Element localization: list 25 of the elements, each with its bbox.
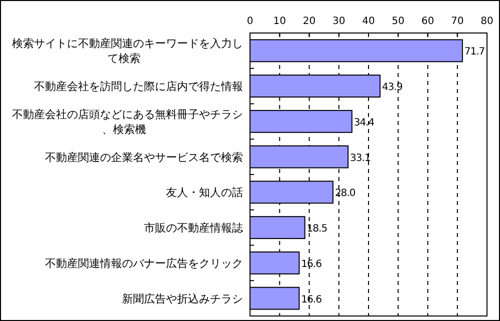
y-tick-label: 市販の不動産情報誌 xyxy=(144,222,243,235)
x-tick-label: 60 xyxy=(421,16,434,27)
x-tick-label: 30 xyxy=(332,16,346,27)
data-label: 33.1 xyxy=(350,152,370,164)
data-label: 43.9 xyxy=(382,82,402,94)
x-tick-label: 10 xyxy=(273,16,286,27)
x-tick-label: 70 xyxy=(451,16,464,27)
data-label: 28.0 xyxy=(334,188,356,200)
y-tick-label: 不動産会社の店頭などにある無料冊子やチラシ、検索機 xyxy=(12,108,243,136)
x-tick-label: 0 xyxy=(246,16,254,27)
data-label: 16.6 xyxy=(301,258,322,270)
x-tick-label: 20 xyxy=(302,16,316,27)
x-tick-label: 50 xyxy=(392,16,404,27)
data-label: 71.7 xyxy=(464,46,485,58)
y-tick-label: 不動産関連情報のバナー広告をクリック xyxy=(45,256,243,270)
data-label: 16.6 xyxy=(301,294,322,306)
y-tick-label: 不動産関連の企業名やサービス名で検索 xyxy=(45,150,243,164)
data-label: 34.4 xyxy=(354,117,374,128)
data-label: 18.5 xyxy=(306,224,328,235)
x-tick-label: 80 xyxy=(480,16,494,27)
y-tick-label: 検索サイトに不動産関連のキーワードを入力して検索 xyxy=(12,37,243,66)
x-tick-label: 40 xyxy=(362,16,375,27)
y-tick-label: 不動産会社を訪問した際に店内で得た情報 xyxy=(34,80,243,94)
y-tick-label: 友人・知人の話 xyxy=(166,186,243,200)
y-tick-label: 新聞広告や折込みチラシ xyxy=(122,292,243,306)
